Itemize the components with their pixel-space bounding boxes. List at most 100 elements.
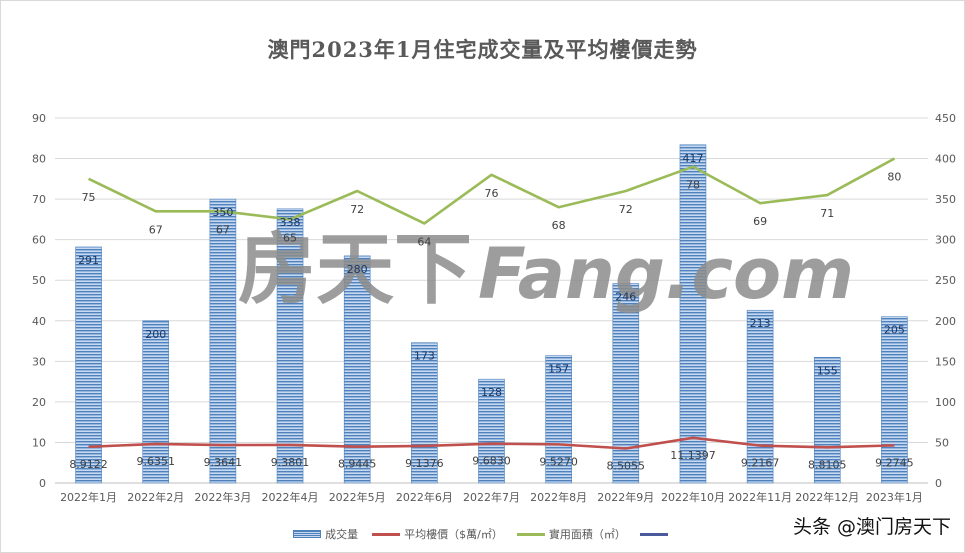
x-tick-label: 2022年3月 [194, 490, 251, 504]
left-tick-label: 40 [32, 315, 46, 328]
volume-bars [75, 144, 908, 484]
right-tick-label: 150 [935, 355, 956, 368]
volume-bar[interactable] [75, 246, 102, 484]
area-label: 78 [686, 179, 700, 192]
price-label: 8.9122 [69, 458, 108, 471]
volume-label: 200 [145, 328, 166, 341]
area-line[interactable] [88, 157, 896, 225]
volume-label: 205 [884, 324, 905, 337]
left-axis-ticks: 0 10 20 30 40 50 60 70 80 90 [32, 112, 46, 490]
volume-bar[interactable] [679, 144, 707, 484]
left-tick-label: 0 [39, 477, 46, 490]
x-tick-label: 2022年6月 [396, 490, 453, 504]
price-line[interactable] [88, 436, 895, 450]
volume-label: 128 [481, 386, 502, 399]
right-tick-label: 400 [935, 153, 956, 166]
area-label: 65 [283, 231, 297, 244]
price-label: 8.8105 [808, 458, 847, 471]
right-tick-label: 300 [935, 234, 956, 247]
x-tick-label: 2022年8月 [530, 490, 587, 504]
volume-label: 246 [615, 290, 636, 303]
volume-bar[interactable] [276, 208, 304, 484]
area-label: 69 [753, 215, 767, 228]
area-label: 75 [82, 191, 96, 204]
price-label: 9.1376 [405, 457, 444, 470]
area-label: 67 [216, 223, 230, 236]
legend-line-swatch [372, 532, 401, 536]
legend-item-volume[interactable]: 成交量 [293, 526, 358, 542]
volume-label: 417 [682, 152, 703, 165]
legend-item-blank[interactable] [639, 526, 672, 542]
left-tick-label: 70 [32, 193, 46, 206]
x-tick-label: 2022年4月 [262, 490, 319, 504]
right-tick-label: 250 [935, 274, 956, 287]
volume-bar[interactable] [478, 378, 505, 484]
area-label: 67 [149, 223, 163, 236]
x-tick-label: 2022年9月 [597, 490, 654, 504]
chart-title: 澳門2023年1月住宅成交量及平均樓價走勢 [267, 37, 698, 62]
right-tick-label: 100 [935, 396, 956, 409]
line-series [88, 157, 896, 450]
area-label: 71 [820, 207, 834, 220]
x-tick-label: 2022年5月 [329, 490, 386, 504]
right-tick-label: 0 [935, 477, 942, 490]
data-labels: 291 200 350 338 280 173 128 157 246 417 213 155 205 7… [69, 152, 913, 473]
volume-bar[interactable] [209, 198, 237, 484]
volume-label: 291 [78, 254, 99, 267]
volume-bar[interactable] [142, 320, 170, 484]
volume-label: 280 [347, 263, 368, 276]
legend-line-swatch [639, 532, 668, 536]
legend-item-area[interactable]: 實用面積（㎡） [516, 526, 626, 542]
legend: 成交量 平均樓價（$萬/㎡） 實用面積（㎡） [0, 526, 965, 542]
price-label: 9.6830 [472, 455, 511, 468]
area-label: 68 [552, 219, 566, 232]
legend-bar-swatch [293, 530, 322, 538]
volume-bar[interactable] [343, 255, 371, 484]
x-tick-label: 2022年1月 [60, 490, 117, 504]
volume-label: 157 [548, 363, 569, 376]
volume-bar[interactable] [881, 316, 908, 484]
left-tick-label: 60 [32, 234, 46, 247]
watermark-chinese: 房天下 [238, 225, 472, 315]
area-label: 72 [619, 203, 633, 216]
x-tick-label: 2023年1月 [866, 490, 923, 504]
right-tick-label: 50 [935, 436, 949, 449]
volume-label: 338 [280, 216, 301, 229]
area-label: 72 [350, 203, 364, 216]
price-label: 9.6351 [136, 455, 175, 468]
volume-bar[interactable] [545, 355, 572, 484]
legend-label: 平均樓價（$萬/㎡） [404, 528, 503, 541]
right-axis-ticks: 0 50 100 150 200 250 300 350 400 450 [935, 112, 956, 490]
legend-item-price[interactable]: 平均樓價（$萬/㎡） [372, 526, 503, 542]
volume-label: 213 [750, 317, 771, 330]
x-axis-labels: 2022年1月 2022年2月 2022年3月 2022年4月 2022年5月 2022年… [60, 490, 923, 504]
price-label: 9.5270 [539, 455, 578, 468]
x-tick-label: 2022年12月 [795, 490, 859, 504]
volume-bar[interactable] [411, 342, 438, 484]
left-tick-label: 80 [32, 153, 46, 166]
price-label: 8.9445 [338, 458, 377, 471]
left-tick-label: 10 [32, 436, 46, 449]
left-tick-label: 20 [32, 396, 46, 409]
legend-label: 實用面積（㎡） [548, 528, 626, 541]
area-label: 80 [887, 171, 901, 184]
left-tick-label: 90 [32, 112, 46, 125]
volume-label: 173 [414, 350, 435, 363]
price-label: 9.3801 [271, 456, 310, 469]
x-tick-label: 2022年2月 [127, 490, 184, 504]
watermark-latin: Fang.com [478, 233, 854, 315]
x-tick-label: 2022年7月 [463, 490, 520, 504]
price-label: 8.5055 [607, 460, 646, 473]
area-label: 76 [485, 187, 499, 200]
x-tick-label: 2022年10月 [661, 490, 725, 504]
watermark: 房天下 Fang.com [238, 225, 854, 315]
volume-bar[interactable] [746, 309, 774, 484]
price-label: 9.2745 [875, 456, 914, 469]
source-credit: 头条 @澳门房天下 [792, 516, 951, 538]
price-label: 9.3641 [204, 456, 243, 469]
x-tick-label: 2022年11月 [728, 490, 792, 504]
volume-bar[interactable] [813, 356, 841, 484]
left-tick-label: 50 [32, 274, 46, 287]
price-label: 11.1397 [670, 449, 716, 462]
